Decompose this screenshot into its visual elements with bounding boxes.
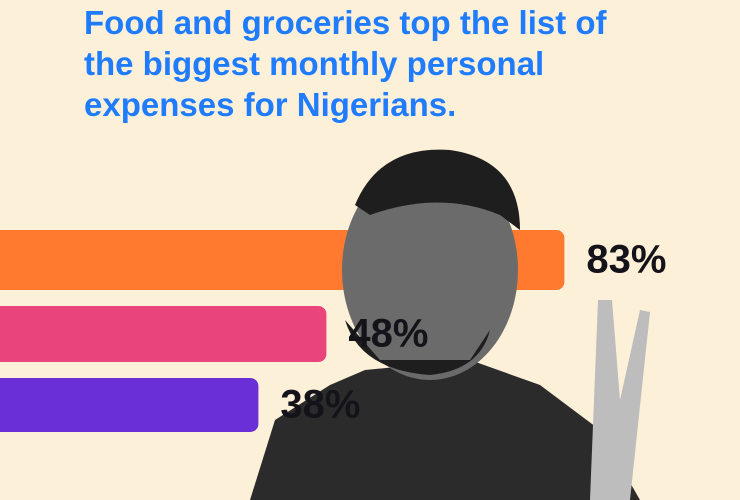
bar (0, 378, 259, 432)
bar (0, 306, 327, 362)
value-label: 38% (280, 383, 360, 427)
photo (250, 149, 650, 500)
chart-title: Food and groceries top the list of the b… (84, 4, 607, 123)
value-label: 48% (348, 312, 428, 356)
value-label: 83% (586, 238, 666, 282)
